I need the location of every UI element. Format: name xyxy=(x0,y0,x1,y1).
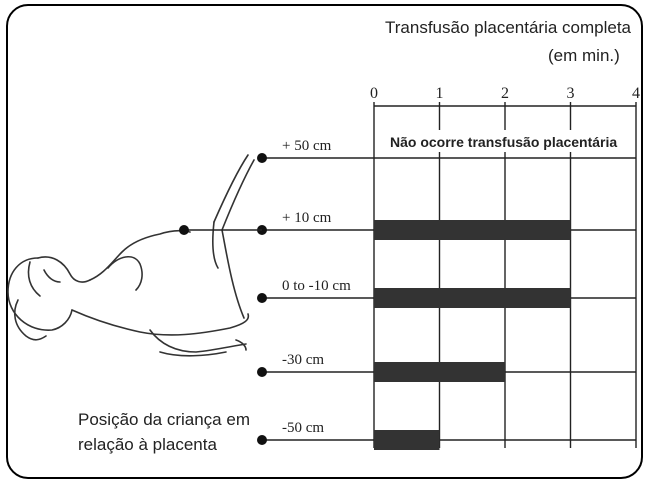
row-marker xyxy=(257,435,267,445)
chart-title: Transfusão placentária completa xyxy=(385,18,632,37)
bar xyxy=(374,430,440,450)
annotation-bg xyxy=(384,130,624,152)
reclining-mother-figure-icon xyxy=(7,154,255,357)
row-label: -30 cm xyxy=(282,352,324,368)
row-label: 0 to -10 cm xyxy=(282,278,351,294)
tick-label: 0 xyxy=(370,85,378,102)
x-axis-ticks: 0 1 2 3 4 xyxy=(370,85,640,110)
bar xyxy=(374,288,571,308)
position-label-line2: relação à placenta xyxy=(78,435,217,454)
chart-grid xyxy=(373,110,637,448)
row-label: + 10 cm xyxy=(282,210,332,226)
figure-frame xyxy=(6,4,643,479)
row-marker xyxy=(257,367,267,377)
tick-label: 4 xyxy=(632,85,640,102)
placenta-marker xyxy=(179,225,189,235)
bar xyxy=(374,362,505,382)
chart-unit: (em min.) xyxy=(548,46,620,65)
row-marker xyxy=(257,293,267,303)
row-marker xyxy=(257,153,267,163)
row-label: + 50 cm xyxy=(282,138,332,154)
tick-label: 2 xyxy=(501,85,509,102)
tick-label: 3 xyxy=(567,85,575,102)
bar xyxy=(374,220,571,240)
chart-rows: + 50 cm + 10 cm 0 to -10 cm -30 cm -50 cm Não… xyxy=(179,130,636,450)
position-label-line1: Posição da criança em xyxy=(78,410,250,429)
no-transfusion-label: Não ocorre transfusão placentária xyxy=(390,134,617,150)
tick-label: 1 xyxy=(436,85,444,102)
row-label: -50 cm xyxy=(282,420,324,436)
